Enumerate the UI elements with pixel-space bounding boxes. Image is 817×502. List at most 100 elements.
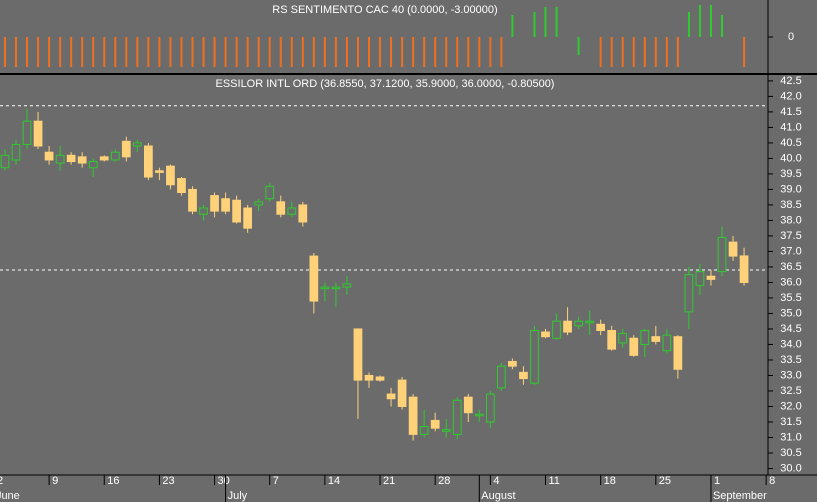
y-tick-label: 30.5 <box>780 447 801 459</box>
candle-body <box>287 207 297 215</box>
bar <box>3 37 6 67</box>
candle-body <box>166 165 175 186</box>
y-tick-label: 34.0 <box>780 338 801 350</box>
candle-body <box>88 161 98 169</box>
x-tick-label: 1 <box>714 475 720 487</box>
y-tick-label: 31.5 <box>780 416 801 428</box>
bar <box>213 37 216 67</box>
candle-body <box>519 371 528 380</box>
x-tick-label: 25 <box>659 475 671 487</box>
bar <box>643 37 646 67</box>
bar <box>412 37 415 67</box>
candle-body <box>309 255 319 302</box>
candle-body <box>474 413 484 417</box>
candle-body <box>463 396 473 414</box>
candle-body <box>11 143 21 161</box>
candle-body <box>629 337 639 356</box>
bar <box>621 37 624 67</box>
bar <box>59 37 62 67</box>
bar <box>136 37 139 67</box>
bar <box>533 12 536 37</box>
bar <box>191 37 194 67</box>
y-tick-label: 36.5 <box>780 261 801 273</box>
candle-body <box>0 154 10 169</box>
x-tick-label: 16 <box>107 475 119 487</box>
y-tick-label: 37.5 <box>780 230 801 242</box>
bar <box>379 37 382 67</box>
x-tick-label: 2 <box>0 475 3 487</box>
candle-body <box>673 336 683 370</box>
candle-body <box>684 274 694 313</box>
bar <box>125 37 128 67</box>
bar <box>489 37 492 67</box>
month-label: September <box>713 490 767 502</box>
candle-body <box>33 120 43 147</box>
bar <box>158 37 161 67</box>
y-tick-label: 38.5 <box>780 199 801 211</box>
candle-body <box>640 330 650 345</box>
bar <box>334 37 337 67</box>
month-label: June <box>0 490 20 502</box>
candle-body <box>497 365 506 389</box>
y-tick-label: 42.5 <box>780 75 801 87</box>
y-tick-label: 34.5 <box>780 323 801 335</box>
candle-body <box>419 426 429 435</box>
candle-body <box>265 185 275 200</box>
candle-body <box>232 199 241 223</box>
candle-body <box>121 140 131 158</box>
bar <box>103 37 106 67</box>
bar <box>323 37 326 67</box>
candle-body <box>430 419 440 429</box>
bar <box>290 37 293 67</box>
y-tick-label: 0 <box>788 31 794 43</box>
y-tick-label: 39.0 <box>780 183 801 195</box>
y-tick-label: 41.5 <box>780 106 801 118</box>
candle-body <box>441 429 451 432</box>
candle-body <box>99 156 109 161</box>
month-label: July <box>228 490 248 502</box>
y-tick-label: 42.0 <box>780 90 801 102</box>
candle-body <box>607 330 617 350</box>
candle-body <box>188 188 197 212</box>
candle-body <box>132 142 142 147</box>
x-tick-label: 14 <box>328 475 340 487</box>
candle-body <box>728 241 738 257</box>
candle-body <box>364 374 374 381</box>
bar <box>81 37 84 67</box>
x-tick-label: 21 <box>383 475 395 487</box>
bar <box>147 37 150 67</box>
candle-body <box>695 271 705 287</box>
candle-body <box>298 204 308 223</box>
bar <box>235 37 238 67</box>
x-tick-label: 30 <box>218 475 230 487</box>
bar <box>632 37 635 67</box>
candle-body <box>177 178 186 194</box>
bar <box>268 37 271 67</box>
bar <box>555 7 558 37</box>
y-tick-label: 32.5 <box>780 385 801 397</box>
candle-body <box>739 255 749 283</box>
x-tick-label: 11 <box>548 475 559 487</box>
candle-body <box>353 328 363 381</box>
candle-body <box>651 336 661 342</box>
bar <box>246 37 249 67</box>
y-tick-label: 36.0 <box>780 276 801 288</box>
candle-body <box>110 151 120 161</box>
candle-body <box>210 195 219 212</box>
bar <box>687 12 690 37</box>
bar <box>743 37 746 67</box>
y-tick-label: 31.0 <box>780 431 801 443</box>
bar <box>356 37 359 67</box>
bar <box>390 37 393 67</box>
candle-body <box>66 154 76 163</box>
y-tick-label: 37.0 <box>780 245 801 257</box>
candle-body <box>541 331 550 338</box>
bar <box>401 37 404 67</box>
candle-body <box>243 207 253 229</box>
candle-body <box>552 320 561 339</box>
bar <box>279 37 282 67</box>
candle-body <box>397 379 407 407</box>
candle-body <box>254 201 264 206</box>
bar <box>654 37 657 67</box>
